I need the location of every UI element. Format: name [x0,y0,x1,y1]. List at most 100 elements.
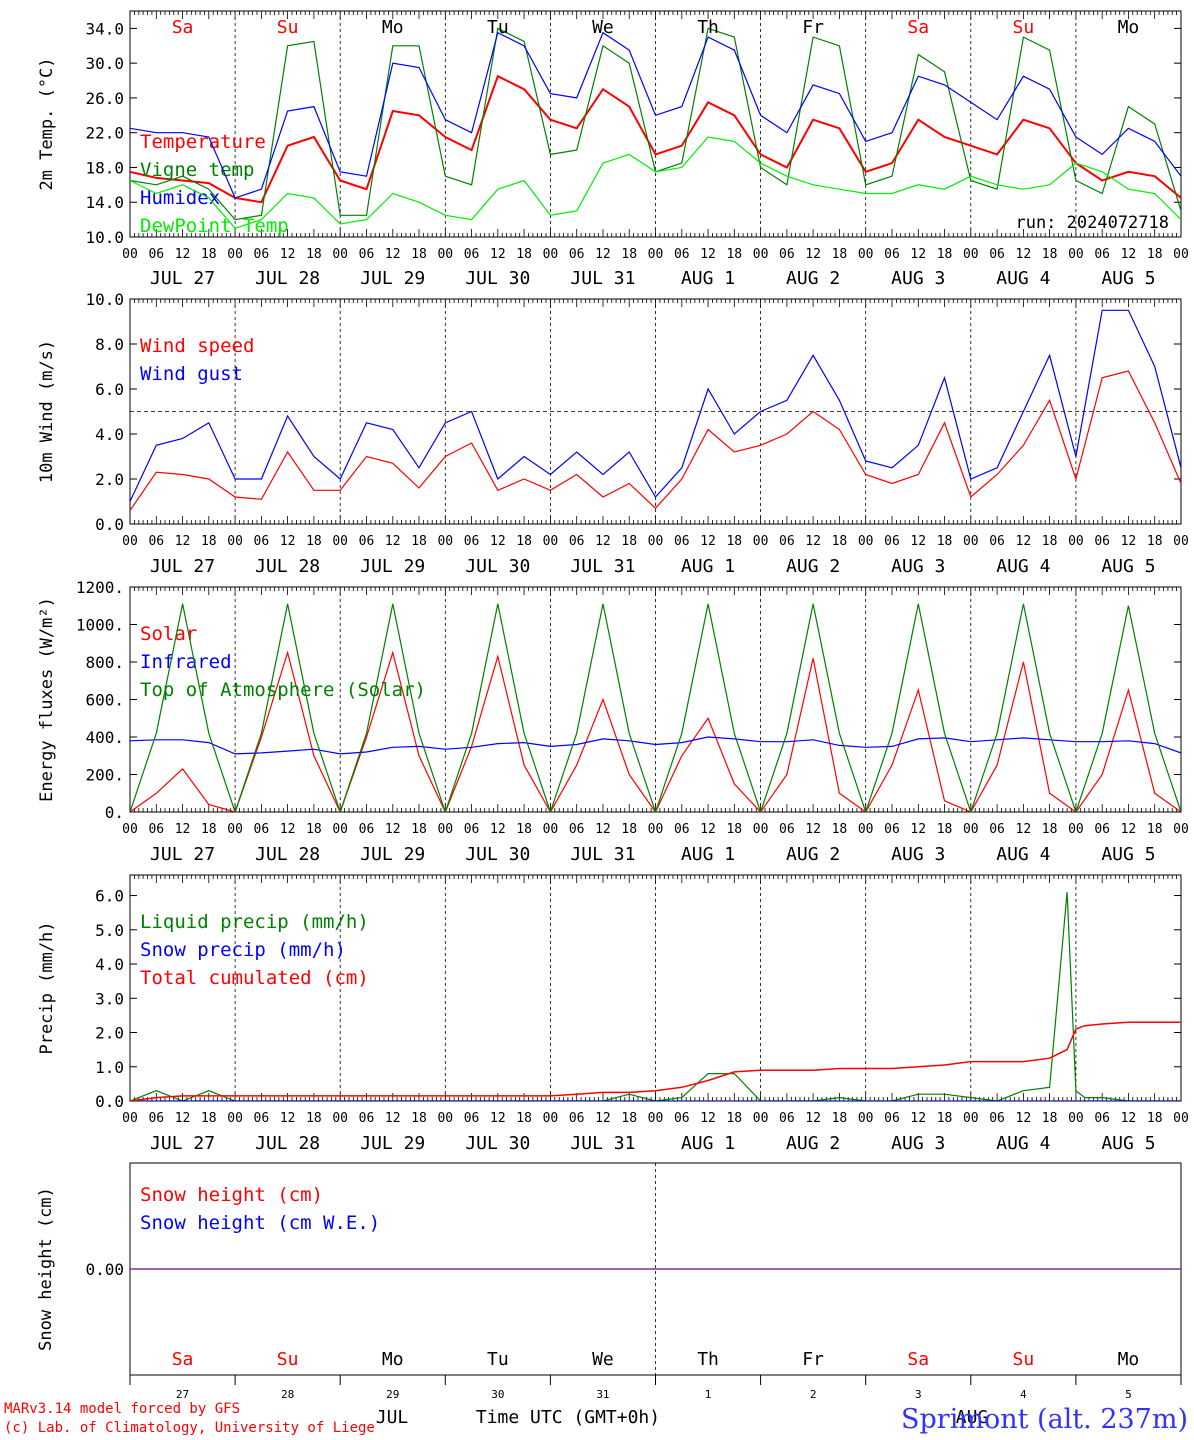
x-tick-label: 06 [884,247,900,262]
x-tick-label: 00 [648,1111,664,1126]
date-label: AUG 1 [681,556,735,577]
x-tick-label: 00 [963,247,979,262]
x-tick-label: 18 [1042,534,1058,549]
legend-entry: Vigne temp [140,159,254,181]
x-tick-label: 18 [516,534,532,549]
weekday-label: We [592,17,614,38]
x-tick-label: 12 [595,1111,611,1126]
y-tick-label: 0.0 [95,1092,124,1111]
y-axis-label: 10m Wind (m/s) [37,340,57,483]
y-tick-label: 800. [85,653,124,672]
x-tick-label: 18 [621,1111,637,1126]
x-tick-label: 00 [332,534,348,549]
month-label-jul: JUL [376,1407,409,1428]
date-label: JUL 27 [150,1133,215,1154]
x-tick-label: 06 [989,247,1005,262]
x-tick-label: 00 [963,534,979,549]
x-tick-label: 06 [254,822,270,837]
x-tick-label: 18 [1042,247,1058,262]
x-tick-label: 06 [989,1111,1005,1126]
x-tick-label: 00 [858,247,874,262]
legend-entry: Wind speed [140,335,254,357]
x-tick-label: 12 [490,534,506,549]
y-axis-label: 2m Temp. (°C) [37,57,57,190]
x-tick-label: 12 [490,247,506,262]
x-tick-label: 18 [201,534,217,549]
weekday-label: Mo [1118,17,1140,38]
x-tick-label: 12 [910,822,926,837]
x-tick-label: 06 [1094,247,1110,262]
y-axis-label: Precip (mm/h) [37,921,57,1054]
date-label: AUG 3 [891,268,945,289]
x-tick-label: 12 [1016,534,1032,549]
legend-entry: Total cumulated (cm) [140,967,369,989]
x-tick-label: 00 [122,1111,138,1126]
weekday-label: Mo [1118,1349,1140,1370]
x-tick-label: 18 [1042,822,1058,837]
x-tick-label: 06 [464,1111,480,1126]
x-tick-label: 18 [832,247,848,262]
x-tick-label: 18 [201,822,217,837]
y-tick-label: 6.0 [95,887,124,906]
x-tick-label: 00 [753,1111,769,1126]
date-label: AUG 2 [786,268,840,289]
day-number: 29 [386,1388,399,1401]
x-tick-label: 18 [726,822,742,837]
date-label: JUL 30 [465,556,530,577]
series-line-2 [130,27,1181,221]
date-label: AUG 5 [1101,1133,1155,1154]
legend-entry: Snow precip (mm/h) [140,939,346,961]
date-label: AUG 1 [681,1133,735,1154]
y-tick-label: 18.0 [85,158,124,177]
date-label: AUG 5 [1101,844,1155,865]
x-tick-label: 00 [543,247,559,262]
hour-ticks [129,875,1182,1101]
x-tick-label: 12 [910,534,926,549]
x-tick-label: 18 [937,247,953,262]
y-tick-label: 14.0 [85,193,124,212]
x-tick-label: 18 [306,1111,322,1126]
x-tick-label: 18 [1147,534,1163,549]
y-tick-label: 30.0 [85,54,124,73]
x-tick-label: 12 [175,822,191,837]
y-tick-label: 2.0 [95,1024,124,1043]
day-number: 28 [281,1388,294,1401]
x-tick-label: 06 [884,1111,900,1126]
x-tick-label: 06 [1094,822,1110,837]
x-tick-label: 06 [1094,534,1110,549]
date-label: AUG 2 [786,556,840,577]
x-tick-label: 06 [359,1111,375,1126]
y-tick-label: 0. [105,803,124,822]
legend-entry: Temperature [140,131,266,153]
date-label: JUL 29 [360,1133,425,1154]
x-tick-label: 18 [832,822,848,837]
x-tick-label: 06 [1094,1111,1110,1126]
legend-entry: Infrared [140,651,232,673]
x-tick-label: 06 [779,247,795,262]
hour-ticks [129,587,1182,812]
x-tick-label: 12 [595,534,611,549]
x-tick-label: 06 [148,247,164,262]
location-title: Sprimont (alt. 237m) [901,1404,1188,1435]
x-tick-label: 00 [437,822,453,837]
panel-5: 0.00 Snow height (cm) Snow height (cm) Snow… [36,1162,1182,1401]
x-tick-label: 00 [753,247,769,262]
x-tick-label: 18 [306,247,322,262]
x-tick-label: 12 [700,1111,716,1126]
x-tick-label: 12 [805,822,821,837]
weekday-label: Tu [487,1349,509,1370]
date-label: JUL 28 [255,844,320,865]
x-tick-label: 06 [464,822,480,837]
y-tick-label: 5.0 [95,921,124,940]
x-tick-label: 18 [937,1111,953,1126]
y-tick-label: 10.0 [85,228,124,247]
x-tick-label: 18 [1147,822,1163,837]
x-tick-label: 18 [621,534,637,549]
x-tick-label: 00 [1173,247,1189,262]
date-label: JUL 29 [360,268,425,289]
y-tick-label: 8.0 [95,335,124,354]
day-number: 31 [596,1388,609,1401]
x-tick-label: 12 [1121,534,1137,549]
x-tick-label: 00 [648,822,664,837]
x-tick-label: 06 [148,534,164,549]
